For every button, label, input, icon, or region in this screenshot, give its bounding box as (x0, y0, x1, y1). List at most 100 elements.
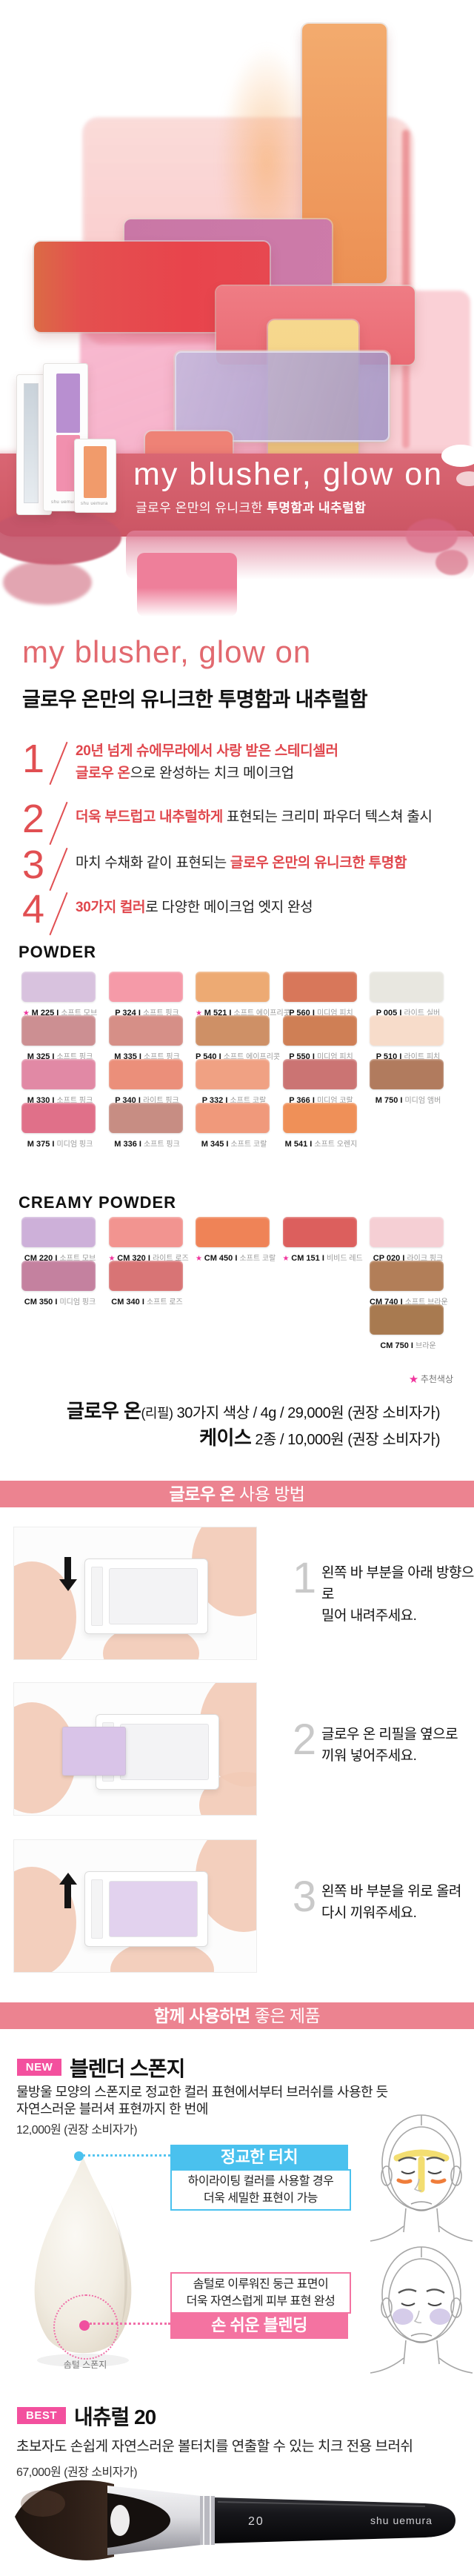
callout-pink-line1: 솜털로 이루워진 둥근 표면이 (193, 2278, 329, 2291)
feature-1-line-1: 20년 넘게 슈에무라에서 사랑 받은 스테디셀러 (76, 740, 338, 763)
star-icon: ★ (282, 1255, 292, 1263)
swatch-color-chip (21, 972, 96, 1002)
swatch-p-366: P 366 I 미디엄 코랄 (282, 1059, 360, 1105)
price-line1-refill-note: (리필) (141, 1406, 173, 1421)
intro-subtitle: 글로우 온만의 유니크한 투명함과 내추럴함 (22, 688, 368, 711)
swatch-label: M 336 I 소프트 핑크 (114, 1140, 180, 1149)
swatch-color-chip (21, 1015, 96, 1046)
swatch-color-chip (282, 1217, 357, 1247)
hero-title: my blusher, glow on (133, 457, 444, 492)
feature-number-2: 2 (22, 797, 56, 840)
feature-item-4: 4 30가지 컬러로 다양한 메이크업 엣지 완성 (22, 888, 313, 931)
together-banner-bold: 함께 사용하면 (153, 2006, 250, 2025)
feature-item-2: 2 더욱 부드럽고 내추럴하게 표현되는 크리미 파우더 텍스쳐 출시 (22, 797, 433, 840)
usage-banner-rest: 사용 방법 (235, 1484, 305, 1504)
brush-number-label: 20 (248, 2515, 264, 2528)
swatch-m-750: M 750 I 미디엄 앰버 (370, 1059, 447, 1105)
feature-2-line1-red: 더욱 부드럽고 내추럴하게 (76, 809, 223, 825)
step-text-3: 왼쪽 바 부분을 위로 올려 다시 끼워주세요. (321, 1881, 461, 1924)
star-icon: ★ (22, 1009, 32, 1018)
step-text-2: 글로우 온 리필을 옆으로 끼워 넣어주세요. (321, 1724, 458, 1767)
step1-line2: 밀어 내려주세요. (321, 1608, 417, 1624)
pan-bottom-pink (137, 553, 237, 617)
swatch-label: ★ CM 450 I 소프트 코랄 (196, 1254, 276, 1263)
callout-pink-title: 손 쉬운 블렌딩 (170, 2312, 348, 2339)
case-small-brand: shu uemura (81, 502, 108, 506)
compact-window-empty (120, 1724, 209, 1780)
powder-heading: POWDER (19, 943, 96, 961)
swatch-cm-340: CM 340 I 소프트 로즈 (108, 1261, 186, 1307)
callout-pink-body: 솜털로 이루워진 둥근 표면이 더욱 자연스럽게 피부 표현 완성 (170, 2272, 351, 2314)
swatch-cm-220: CM 220 I 소프트 모브 (21, 1217, 99, 1263)
hero-collage: shu uemura shu uemura my blusher, glow o… (0, 0, 474, 623)
compact-case (62, 1714, 219, 1790)
price-line2-detail: 2종 / 10,000원 (권장 소비자가) (251, 1432, 440, 1448)
swatch-p-550: P 550 I 미디엄 피치 (282, 1015, 360, 1061)
glow-on-refill-pan (62, 1727, 126, 1776)
compact-case (84, 1871, 208, 1947)
sponge-base-dot (79, 2320, 90, 2331)
swatch-m-335: M 335 I 소프트 핑크 (108, 1015, 186, 1061)
sponge-desc-line1: 물방울 모양의 스폰지로 정교한 컬러 표현에서부터 브러쉬를 사용한 듯 (16, 2085, 388, 2099)
price-block: 글로우 온(리필) 30가지 색상 / 4g / 29,000원 (권장 소비자… (67, 1399, 440, 1453)
swatch-m-330: M 330 I 소프트 핑크 (21, 1059, 99, 1105)
swatch-color-chip (21, 1217, 96, 1247)
feature-2-line-1: 더욱 부드럽고 내추럴하게 표현되는 크리미 파우더 텍스쳐 출시 (76, 806, 433, 829)
face-diagram-highlight (370, 2114, 473, 2242)
swatch-cm-450: ★ CM 450 I 소프트 코랄 (196, 1217, 276, 1263)
feature-item-1: 1 20년 넘게 슈에무라에서 사랑 받은 스테디셀러 글로우 온으로 완성하는… (22, 737, 338, 785)
swatch-m-521: ★ M 521 I 소프트 에이프리콧 (196, 972, 290, 1018)
callout-pink-line2: 더욱 자연스럽게 피부 표현 완성 (186, 2295, 336, 2308)
star-icon: ★ (196, 1255, 204, 1263)
swatch-m-345: M 345 I 소프트 코랄 (196, 1103, 273, 1149)
swatch-color-chip (370, 1261, 444, 1291)
band-tear-white-1 (441, 445, 474, 467)
feature-1-line2-rest: 으로 완성하는 치크 메이크업 (130, 766, 294, 781)
swatch-color-chip (282, 972, 357, 1002)
new-badge: NEW (17, 2059, 61, 2076)
callout-blue-line1: 하이라이팅 컬러를 사용할 경우 (187, 2175, 334, 2188)
swatch-color-chip (196, 1059, 270, 1089)
callout-blue-body: 하이라이팅 컬러를 사용할 경우 더욱 세밀한 표현이 가능 (170, 2169, 351, 2211)
sponge-base-dotted-circle (53, 2294, 118, 2360)
hero-subtitle-regular: 글로우 온만의 유니크한 (136, 501, 267, 515)
price-line-case: 케이스 2종 / 10,000원 (권장 소비자가) (67, 1426, 440, 1453)
creamy-powder-grid: CM 220 I 소프트 모브 ★ CM 320 I 라이트 로즈 ★ CM 450… (0, 1217, 474, 1350)
swatch-color-chip (21, 1103, 96, 1133)
swatch-color-chip (21, 1261, 96, 1291)
step1-line1: 왼쪽 바 부분을 아래 방향으로 (321, 1565, 474, 1602)
step-text-1: 왼쪽 바 부분을 아래 방향으로 밀어 내려주세요. (321, 1562, 474, 1627)
together-section-banner: 함께 사용하면 좋은 제품 (0, 2002, 474, 2029)
step3-line1: 왼쪽 바 부분을 위로 올려 (321, 1884, 461, 1899)
feature-4-line1-rest: 로 다양한 메이크업 엣지 완성 (145, 900, 313, 915)
feature-number-1: 1 (22, 737, 56, 785)
swatch-color-chip (282, 1015, 357, 1046)
swatch-color-chip (370, 972, 444, 1002)
feature-number-4: 4 (22, 888, 56, 931)
feature-2-line1-rest: 표현되는 크리미 파우더 텍스쳐 출시 (222, 809, 433, 825)
feature-4-line-1: 30가지 컬러로 다양한 메이크업 엣지 완성 (76, 897, 313, 919)
usage-step1-photo (13, 1527, 257, 1660)
star-icon: ★ (409, 1374, 418, 1384)
feature-1-line2-red: 글로우 온 (76, 766, 130, 781)
swatch-p-540: P 540 I 소프트 에이프리콧 (196, 1015, 280, 1061)
compact-hinge-bar (91, 1879, 103, 1939)
step2-line2: 끼워 넣어주세요. (321, 1748, 417, 1764)
swatch-label: M 375 I 미디엄 핑크 (27, 1140, 93, 1149)
swatch-cm-740: CM 740 I 소프트 브라운 (370, 1261, 448, 1307)
usage-banner-bold: 글로우 온 (169, 1484, 236, 1504)
swatch-label: ★ CM 151 I 비비드 레드 (282, 1254, 363, 1263)
hero-subtitle: 글로우 온만의 유니크한 투명함과 내추럴함 (136, 497, 366, 516)
usage-section-banner: 글로우 온 사용 방법 (0, 1481, 474, 1507)
sponge-base-label: 솜털 스폰지 (63, 2360, 107, 2370)
callout-blue-title: 정교한 터치 (170, 2145, 348, 2169)
compact-hinge-bar (91, 1567, 103, 1626)
creamy-powder-heading: CREAMY POWDER (19, 1193, 177, 1212)
brush-image: 20 shu uemura (15, 2480, 455, 2560)
intro-title: my blusher, glow on (22, 634, 312, 669)
sponge-price: 12,000원 (권장 소비자가) (16, 2124, 138, 2137)
swatch-p-560: P 560 I 미디엄 피치 (282, 972, 360, 1018)
feature-1-line1-red: 20년 넘게 슈에무라에서 사랑 받은 스테디셀러 (76, 743, 338, 759)
star-icon: ★ (196, 1009, 204, 1018)
